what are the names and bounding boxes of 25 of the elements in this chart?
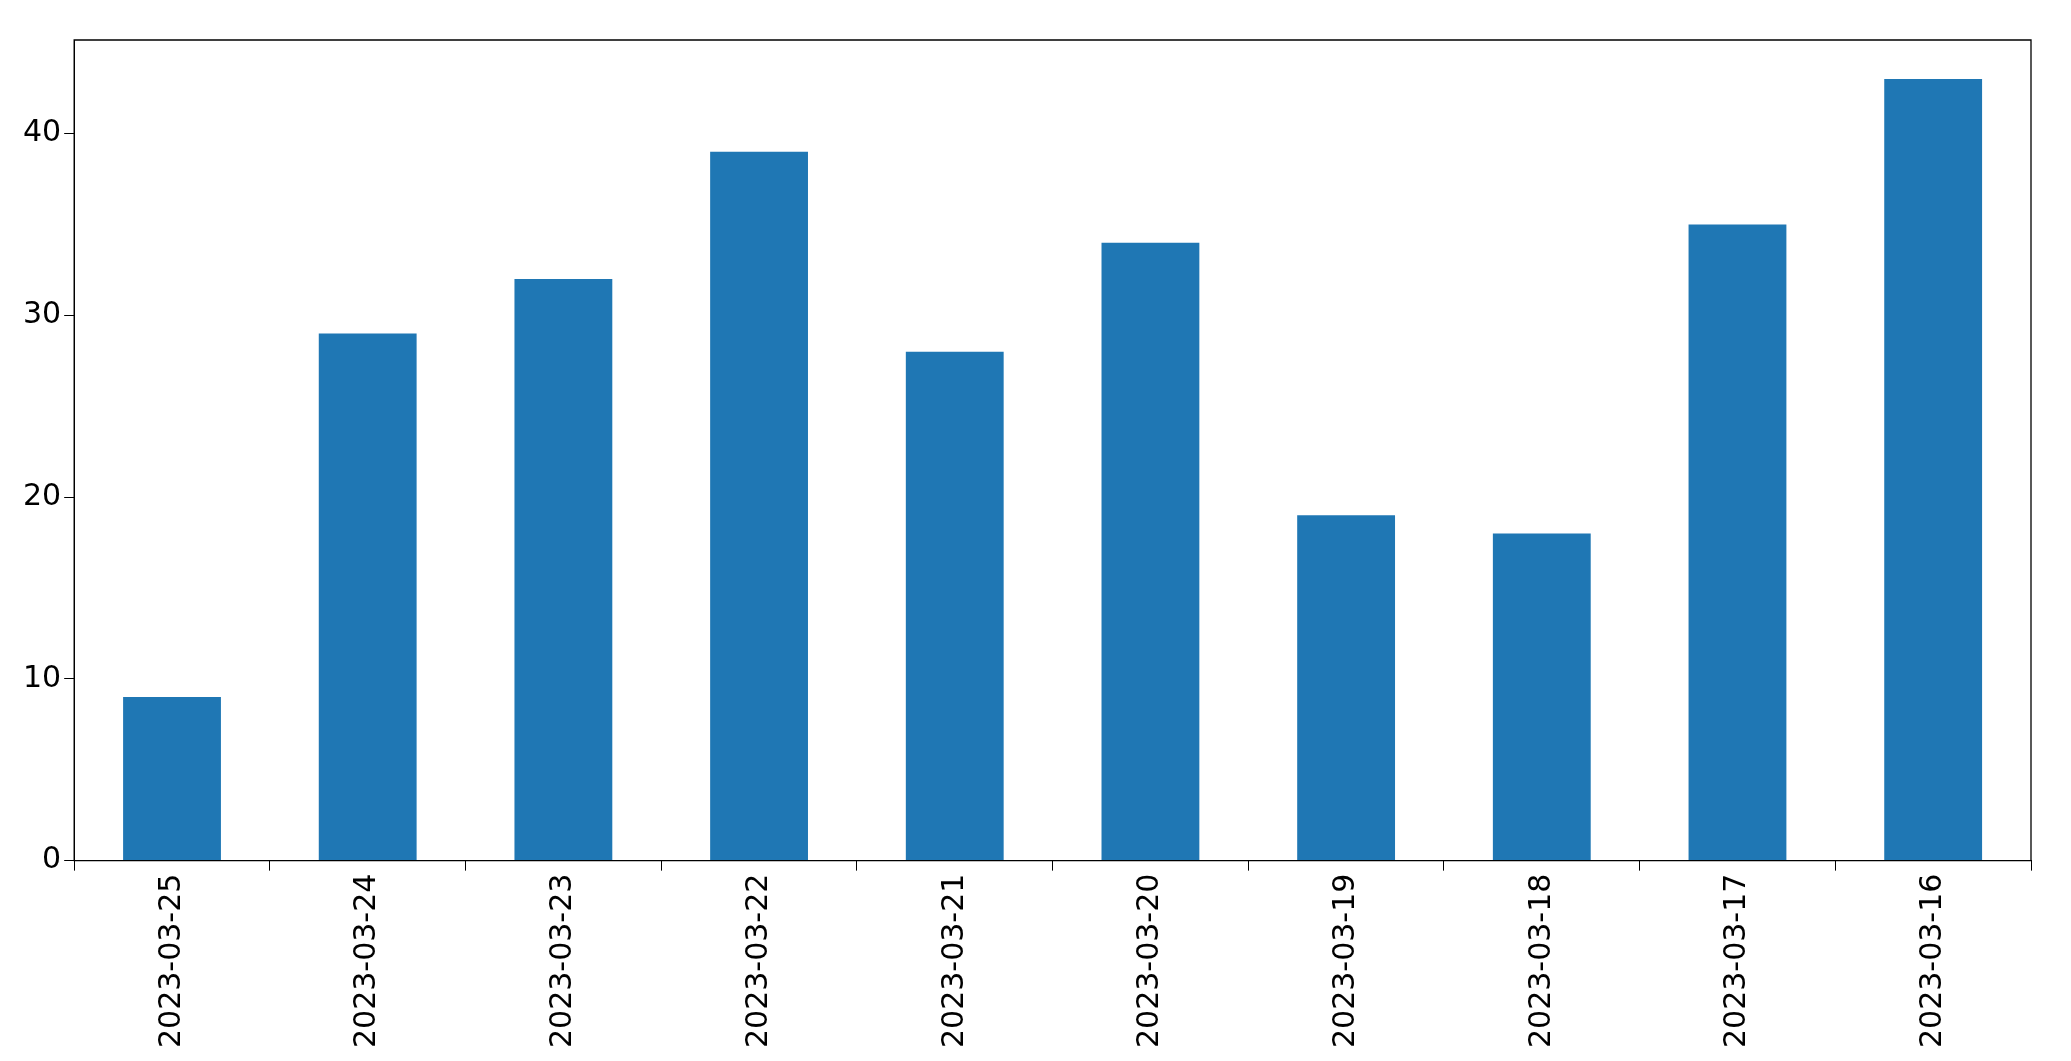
bar <box>123 697 221 861</box>
bar <box>905 351 1004 861</box>
x-tick-label: 2023-03-22 <box>738 873 774 1049</box>
bar <box>1688 224 1787 861</box>
x-tick-label: 2023-03-20 <box>1130 873 1166 1049</box>
x-tick-label: 2023-03-25 <box>151 873 187 1049</box>
x-tick-label: 2023-03-24 <box>347 873 383 1049</box>
bar <box>318 333 417 861</box>
y-tick-label: 0 <box>42 840 62 876</box>
x-tick-label: 2023-03-23 <box>543 873 579 1049</box>
y-tick-label: 40 <box>22 113 62 149</box>
bar <box>514 279 613 861</box>
x-tick-label: 2023-03-18 <box>1521 873 1557 1049</box>
bar <box>710 151 808 861</box>
bar <box>1101 242 1200 861</box>
bar <box>1492 533 1591 861</box>
y-tick-label: 20 <box>22 476 62 512</box>
y-tick-label: 30 <box>22 295 62 331</box>
x-tick-label: 2023-03-19 <box>1325 873 1361 1049</box>
bar <box>1884 79 1983 861</box>
y-tick-label: 10 <box>22 658 62 694</box>
x-tick-label: 2023-03-21 <box>934 873 970 1049</box>
bar <box>1297 515 1396 861</box>
x-tick-label: 2023-03-17 <box>1717 873 1753 1049</box>
x-tick-label: 2023-03-16 <box>1912 873 1948 1049</box>
